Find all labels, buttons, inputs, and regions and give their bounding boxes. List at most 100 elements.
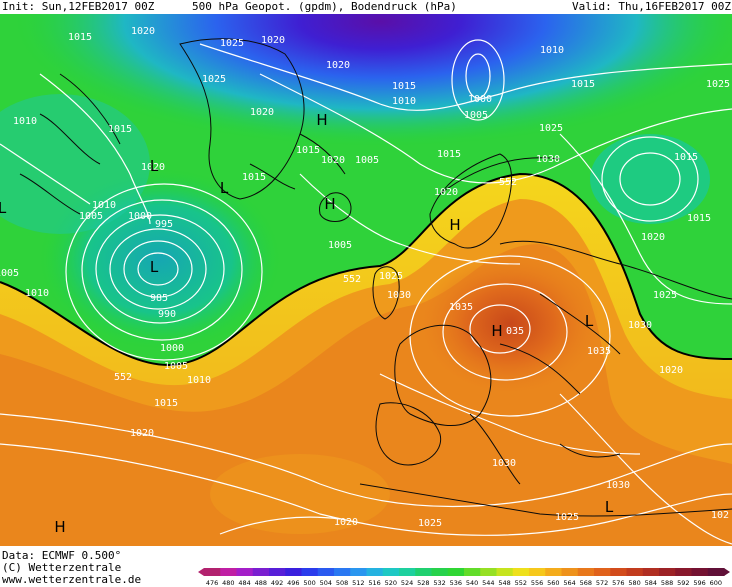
scale-tick-label: 484 — [238, 579, 250, 586]
isobar-label: 1020 — [130, 428, 154, 439]
isobar-label: 1030 — [606, 480, 630, 491]
isobar-label: 990 — [158, 309, 176, 320]
scale-tick-label: 532 — [433, 579, 445, 586]
high-pressure-center: H — [54, 518, 65, 536]
isobar-label: 1020 — [250, 107, 274, 118]
scale-swatch — [707, 568, 725, 576]
isobar-label: 1000 — [128, 211, 152, 222]
scale-swatch — [236, 568, 254, 576]
isobar-label: 1010 — [13, 116, 37, 127]
west-low-shading — [0, 94, 150, 234]
scale-tick-label: 504 — [320, 579, 332, 586]
scale-swatch — [626, 568, 644, 576]
scale-tick-label: 516 — [368, 579, 380, 586]
scale-swatch — [642, 568, 660, 576]
scale-tick-label: 588 — [661, 579, 673, 586]
scale-swatch — [577, 568, 595, 576]
isobar-label: 1020 — [334, 517, 358, 528]
scale-swatch — [285, 568, 302, 576]
scale-swatch — [334, 568, 351, 576]
isobar-label: 1025 — [539, 123, 563, 134]
scale-swatch — [415, 568, 432, 576]
scale-swatch — [529, 568, 546, 576]
isobar-label: 985 — [150, 293, 168, 304]
isobar-label: 1015 — [674, 152, 698, 163]
isobar-label: 1030 — [628, 320, 652, 331]
scale-swatch — [464, 568, 481, 576]
isobar-label: 1025 — [220, 38, 244, 49]
scale-tick-label: 576 — [612, 579, 624, 586]
scale-swatch — [675, 568, 692, 576]
isobar-label: 1035 — [587, 346, 611, 357]
scale-swatch — [545, 568, 562, 576]
scale-tick-label: 528 — [417, 579, 429, 586]
scale-swatch — [512, 568, 530, 576]
valid-time: Valid: Thu,16FEB2017 00Z — [572, 0, 731, 13]
scale-swatch — [399, 568, 416, 576]
scale-tick-group: 476 480 484 488 492 496 500 504 508 512 516 520 524 5… — [206, 579, 722, 586]
isobar-label: 1035 — [449, 302, 473, 313]
isobar-label: 1025 — [418, 518, 442, 529]
isobar-label: 1020 — [641, 232, 665, 243]
isobar-label: 1025 — [379, 271, 403, 282]
isobar-label: 1015 — [687, 213, 711, 224]
isobar-label: 1015 — [392, 81, 416, 92]
isobar-label: 1010 — [540, 45, 564, 56]
scale-swatch — [301, 568, 319, 576]
scale-tick-label: 500 — [303, 579, 315, 586]
scale-tick-label: 496 — [287, 579, 299, 586]
website-text: www.wetterzentrale.de — [2, 573, 142, 586]
low-pressure-center: L — [605, 498, 614, 516]
isobar-label: 1015 — [571, 79, 595, 90]
isobar-label: 1005 — [79, 211, 103, 222]
isobar-label: 1005 — [0, 268, 19, 279]
scale-tick-label: 508 — [336, 579, 348, 586]
scale-tick-label: 596 — [693, 579, 705, 586]
isobar-label: 1010 — [92, 200, 116, 211]
chart-header: Init: Sun,12FEB2017 00Z 500 hPa Geopot. … — [0, 0, 732, 14]
isobar-label: 1015 — [154, 398, 178, 409]
high-pressure-center: H — [324, 195, 335, 213]
scale-swatch — [366, 568, 384, 576]
scale-swatch — [496, 568, 514, 576]
isobar-label: 1025 — [706, 79, 730, 90]
isobar-label: 1015 — [68, 32, 92, 43]
data-source-text: Data: ECMWF 0.500° — [2, 549, 122, 562]
isobar-label: 1005 — [164, 361, 188, 372]
scale-tick-label: 520 — [385, 579, 397, 586]
isobar-label: 1030 — [492, 458, 516, 469]
isobar-label: 1025 — [555, 512, 579, 523]
scale-tick-label: 540 — [466, 579, 478, 586]
low-pressure-center: L — [220, 179, 229, 197]
high-pressure-center: H — [491, 322, 502, 340]
scale-swatch — [594, 568, 611, 576]
isobar-label: 102 — [711, 510, 729, 521]
chart-footer: Data: ECMWF 0.500° (C) Wetterzentrale ww… — [0, 546, 732, 587]
high-pressure-center: H — [316, 111, 327, 129]
scale-swatch — [610, 568, 627, 576]
scale-swatch — [382, 568, 400, 576]
scale-tick-label: 544 — [482, 579, 494, 586]
scale-tick-label: 572 — [596, 579, 608, 586]
scale-tick-label: 580 — [628, 579, 640, 586]
scale-swatch — [480, 568, 497, 576]
scale-tick-label: 568 — [580, 579, 592, 586]
scale-tick-label: 512 — [352, 579, 364, 586]
isobar-label: 1020 — [434, 187, 458, 198]
low-pressure-center: L — [0, 199, 7, 217]
isobar-label: 1015 — [296, 145, 320, 156]
isobar-label: 1015 — [108, 124, 132, 135]
scale-swatch — [561, 568, 579, 576]
isobar-label: 552 — [343, 274, 361, 285]
isobar-label: 995 — [155, 219, 173, 230]
contour-552 — [0, 172, 732, 366]
isobar-label: 552 — [499, 177, 517, 188]
scale-tick-label: 536 — [450, 579, 462, 586]
scale-tick-label: 592 — [677, 579, 689, 586]
low-pressure-center: L — [150, 258, 159, 276]
scale-tick-label: 524 — [401, 579, 413, 586]
scale-swatch — [204, 568, 221, 576]
isobar-label: 1020 — [321, 155, 345, 166]
